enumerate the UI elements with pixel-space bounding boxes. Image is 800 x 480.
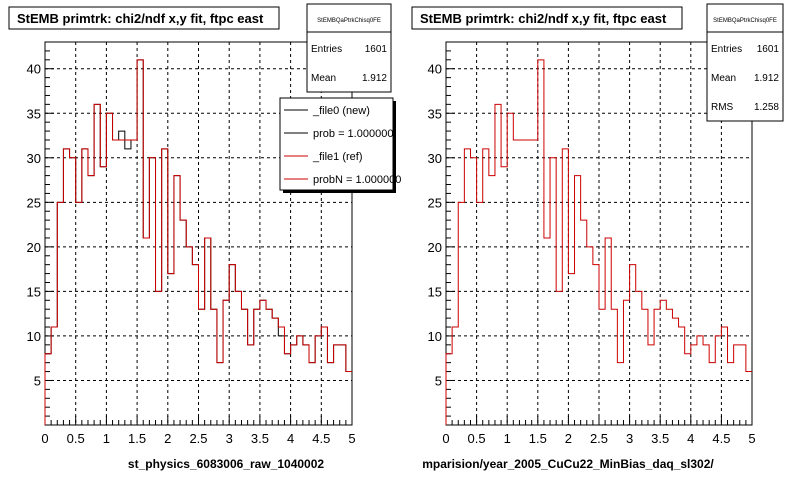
y-tick-label: 35 (428, 106, 442, 121)
stats-label: Mean (711, 73, 736, 84)
x-axis-caption: mparision/year_2005_CuCu22_MinBias_daq_s… (422, 457, 714, 471)
stats-value: 1601 (757, 44, 780, 55)
legend-label: _file0 (new) (312, 105, 370, 117)
series--file1-ref- (44, 59, 352, 425)
legend-label: probN = 1.000000 (313, 174, 401, 186)
y-tick-label: 30 (27, 151, 41, 166)
stats-box (306, 3, 392, 93)
x-tick-label: 4.5 (312, 431, 330, 446)
x-tick-label: 2.5 (189, 431, 207, 446)
chart-title: StEMB primtrk: chi2/ndf x,y fit, ftpc ea… (17, 11, 264, 26)
x-tick-label: 0.5 (468, 431, 486, 446)
stats-value: 1601 (365, 44, 388, 55)
y-tick-label: 35 (27, 106, 41, 121)
stats-label: RMS (711, 102, 734, 113)
stats-value: 1.912 (754, 73, 779, 84)
y-tick-label: 30 (428, 151, 442, 166)
x-axis-caption: st_physics_6083006_raw_1040002 (128, 457, 324, 471)
y-tick-label: 15 (27, 284, 41, 299)
stats-value: 1.912 (362, 73, 387, 84)
x-tick-label: 0.5 (67, 431, 85, 446)
title-box (8, 6, 280, 30)
title-box (411, 6, 683, 30)
legend-label: _file1 (ref) (312, 151, 363, 163)
chart-title: StEMB primtrk: chi2/ndf x,y fit, ftpc ea… (420, 11, 667, 26)
panel-2: 0 0.5 1 1.5 2 2.5 3 3.5 4 4.5 5 5 10 15 20 25 30 35 40 StEM… (411, 3, 784, 471)
y-tick-label: 25 (27, 195, 41, 210)
x-tick-label: 5 (748, 431, 755, 446)
x-tick-label: 2 (164, 431, 171, 446)
stats-name: StEMBQaPtrkChisq0FE (317, 18, 381, 24)
x-tick-label: 3 (226, 431, 233, 446)
x-tick-label: 1 (504, 431, 511, 446)
y-tick-label: 5 (435, 373, 442, 388)
panel-1: 0 0.5 1 1.5 2 2.5 3 3.5 4 4.5 5 5 10 15 20 25 30 35 40 StEM… (8, 3, 401, 471)
x-tick-label: 4 (687, 431, 694, 446)
y-tick-label: 40 (27, 62, 41, 77)
legend-label: prob = 1.000000 (313, 128, 393, 140)
y-tick-label: 25 (428, 195, 442, 210)
x-tick-label: 5 (348, 431, 355, 446)
x-tick-label: 3.5 (651, 431, 669, 446)
x-tick-label: 1 (103, 431, 110, 446)
x-tick-label: 1.5 (529, 431, 547, 446)
x-tick-label: 0 (442, 431, 449, 446)
stats-label: Entries (311, 44, 342, 55)
x-tick-label: 4 (287, 431, 294, 446)
x-tick-label: 4.5 (712, 431, 730, 446)
stats-label: Mean (311, 73, 336, 84)
stats-box (706, 3, 784, 122)
x-tick-label: 2.5 (590, 431, 608, 446)
y-tick-label: 10 (27, 329, 41, 344)
stats-name: StEMBQaPtrkChisq0FE (713, 18, 777, 24)
series--file1-ref- (445, 59, 752, 425)
x-tick-label: 0 (41, 431, 48, 446)
y-tick-label: 20 (27, 240, 41, 255)
y-tick-label: 20 (428, 240, 442, 255)
stats-value: 1.258 (754, 102, 779, 113)
x-tick-label: 3.5 (251, 431, 269, 446)
x-tick-label: 2 (565, 431, 572, 446)
y-tick-label: 10 (428, 329, 442, 344)
legend-box (279, 97, 394, 191)
y-tick-label: 40 (428, 62, 442, 77)
stats-label: Entries (711, 44, 742, 55)
y-tick-label: 15 (428, 284, 442, 299)
x-tick-label: 1.5 (128, 431, 146, 446)
x-tick-label: 3 (626, 431, 633, 446)
y-tick-label: 5 (34, 373, 41, 388)
